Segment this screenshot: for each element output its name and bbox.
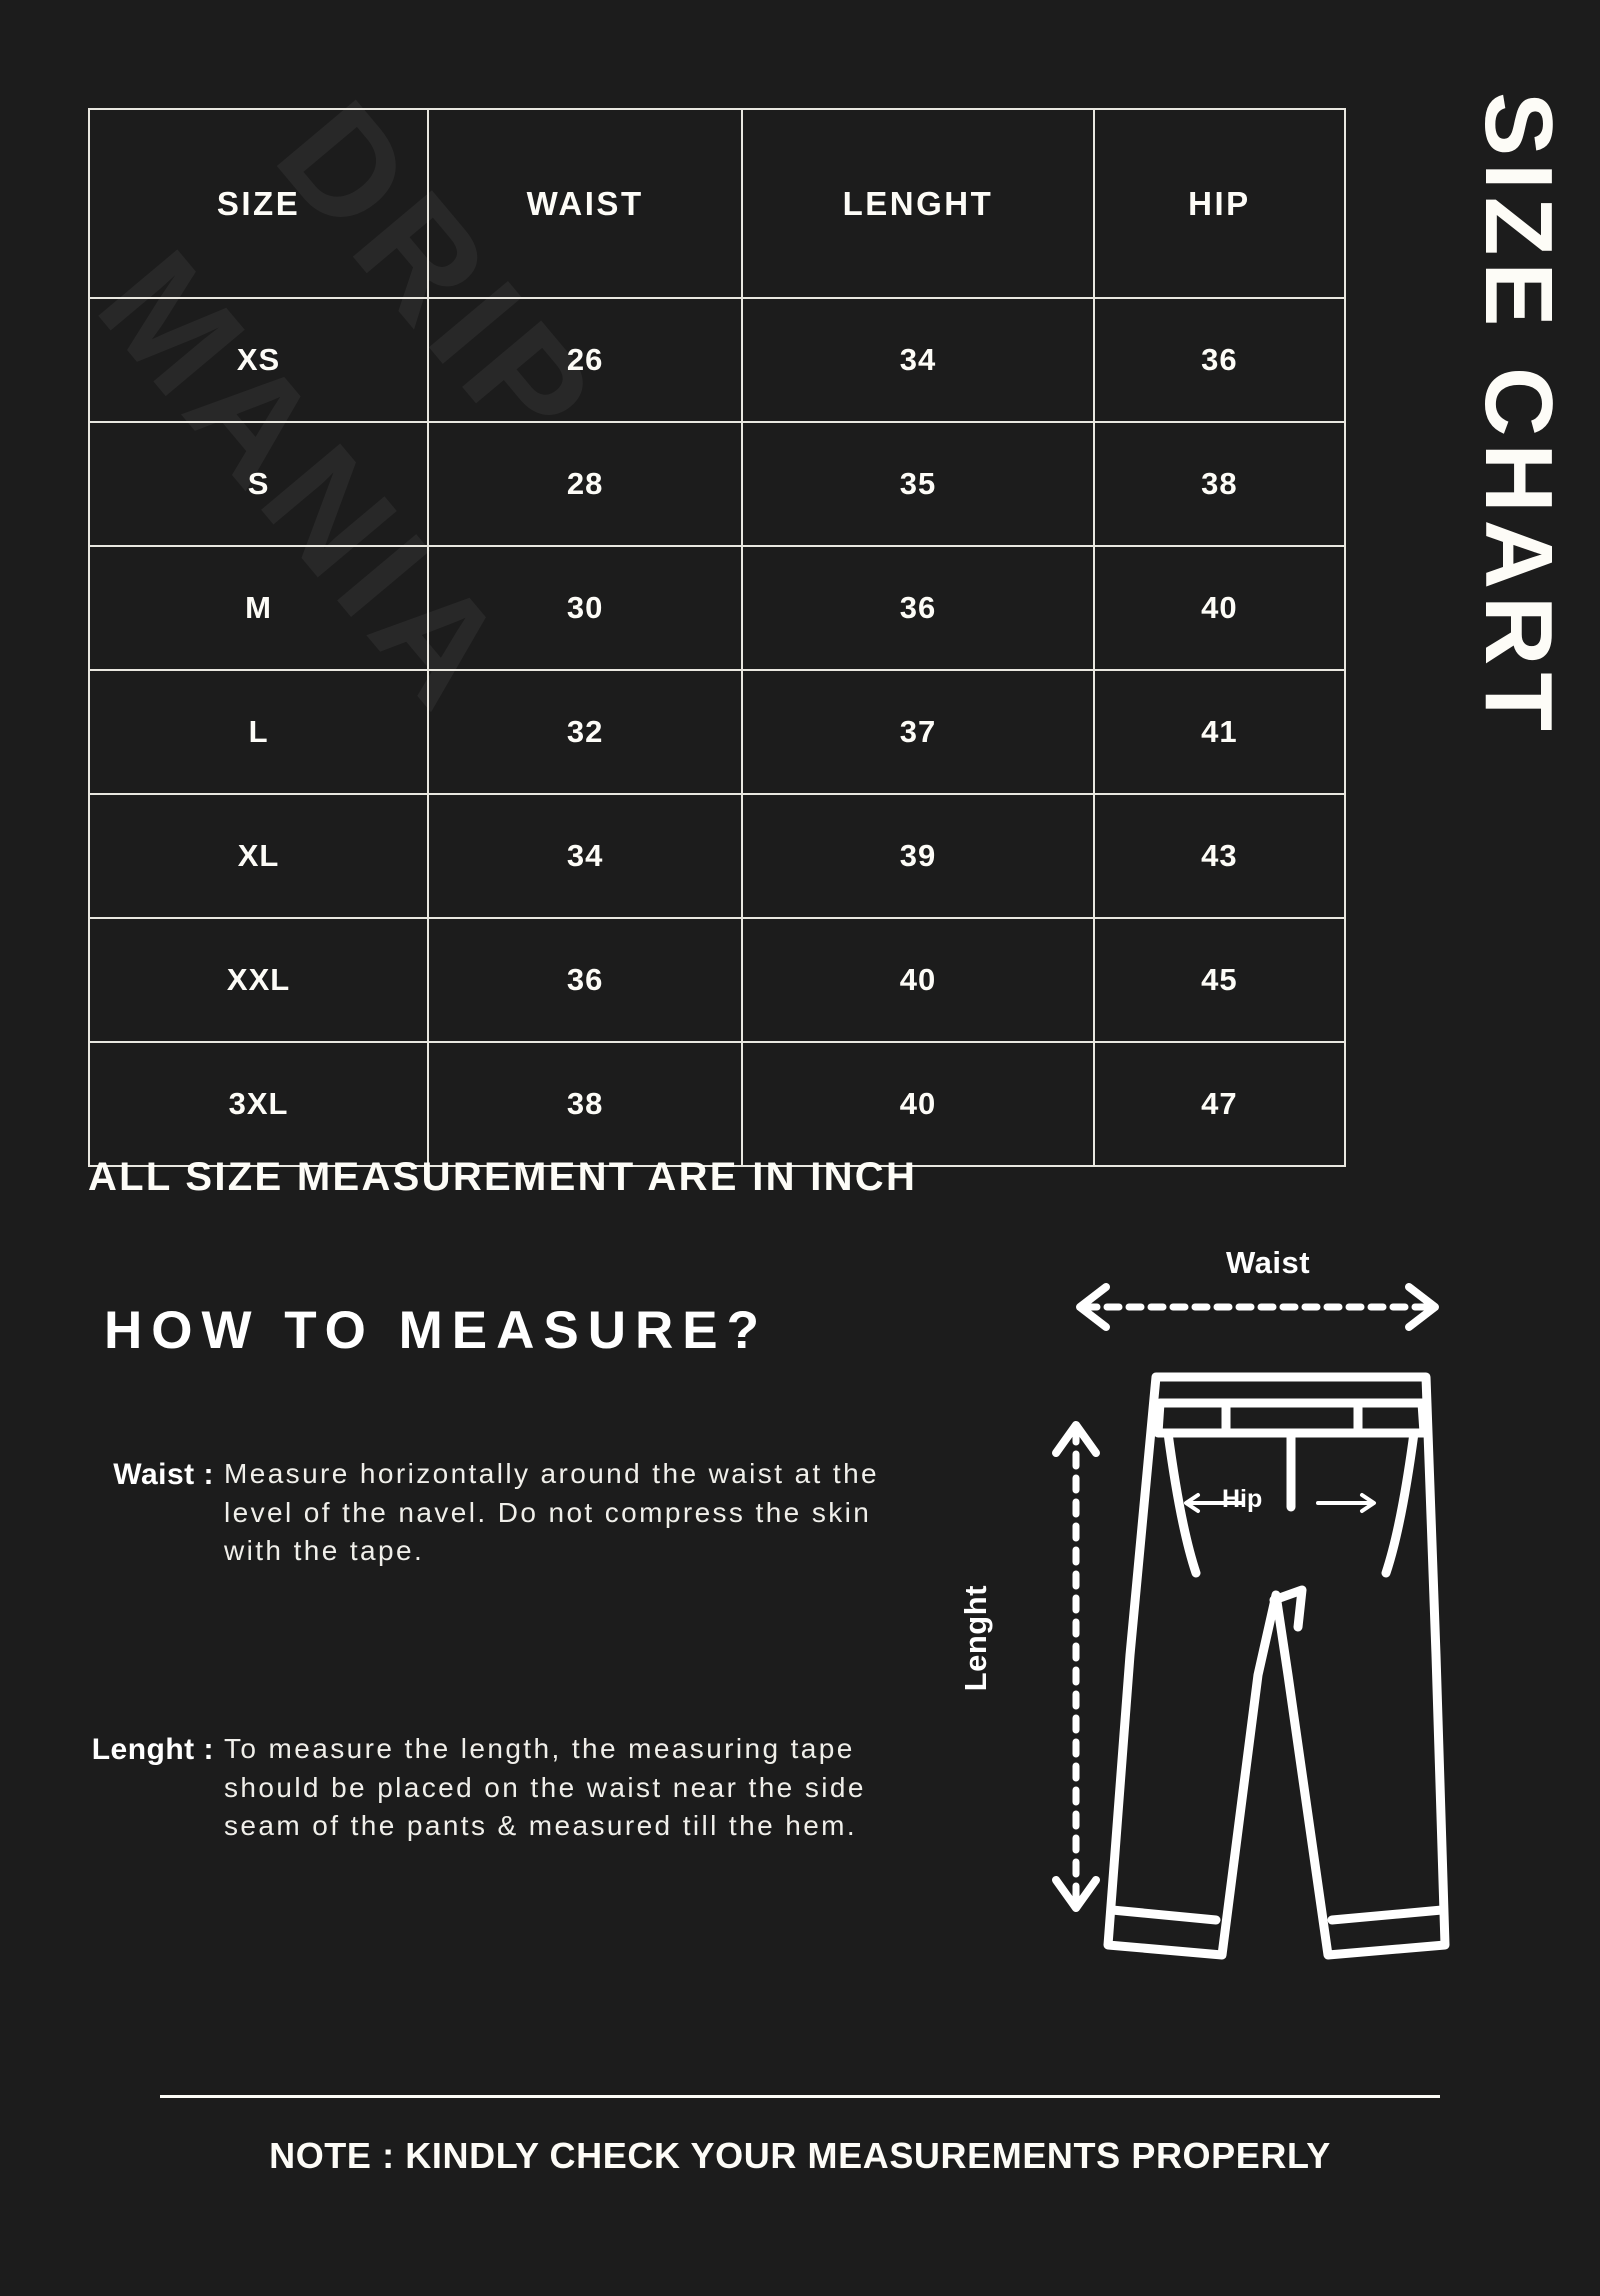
vertical-title-text: SIZE CHART <box>1465 92 1572 738</box>
cell-hip: 38 <box>1092 421 1347 547</box>
cell-length: 34 <box>741 297 1095 423</box>
instruction-waist-label: Waist : <box>113 1458 214 1491</box>
pants-diagram: Waist Hip Lenght <box>958 1245 1510 2005</box>
cell-hip: 36 <box>1092 297 1347 423</box>
instruction-length-label: Lenght : <box>91 1733 214 1766</box>
cell-size: XS <box>87 297 430 423</box>
cell-length: 39 <box>741 793 1095 919</box>
cell-length: 37 <box>741 669 1095 795</box>
cell-size: L <box>87 669 430 795</box>
table-row: XL 34 39 43 <box>87 793 1347 919</box>
cell-waist: 34 <box>427 793 744 919</box>
table-header-row: SIZE WAIST LENGHT HIP <box>87 108 1347 299</box>
table-row: M 30 36 40 <box>87 545 1347 671</box>
cell-length: 36 <box>741 545 1095 671</box>
cell-length: 40 <box>741 1041 1095 1167</box>
column-header-size: SIZE <box>87 108 430 299</box>
footer-note: NOTE : KINDLY CHECK YOUR MEASUREMENTS PR… <box>269 2135 1331 2176</box>
cell-hip: 41 <box>1092 669 1347 795</box>
pants-illustration <box>1052 1283 1450 1960</box>
cell-hip: 47 <box>1092 1041 1347 1167</box>
column-header-hip: HIP <box>1092 108 1347 299</box>
pants-outline <box>1103 1372 1450 1960</box>
table-row: XS 26 34 36 <box>87 297 1347 423</box>
cell-length: 35 <box>741 421 1095 547</box>
column-header-length: LENGHT <box>741 108 1095 299</box>
table-row: XXL 36 40 45 <box>87 917 1347 1043</box>
cell-size: 3XL <box>87 1041 430 1167</box>
diagram-hip-label: Hip <box>1222 1485 1263 1513</box>
cell-hip: 40 <box>1092 545 1347 671</box>
instruction-waist-text: Measure horizontally around the waist at… <box>224 1458 880 1567</box>
cell-waist: 28 <box>427 421 744 547</box>
cell-size: XL <box>87 793 430 919</box>
diagram-waist-label: Waist <box>1226 1245 1311 1280</box>
table-row: 3XL 38 40 47 <box>87 1041 1347 1167</box>
footer-divider <box>160 2095 1440 2098</box>
size-chart-table: SIZE WAIST LENGHT HIP XS 26 34 36 S 28 3… <box>87 108 1347 1167</box>
diagram-length-label: Lenght <box>958 1585 993 1692</box>
how-to-measure-heading: HOW TO MEASURE? <box>104 1301 769 1360</box>
cell-waist: 32 <box>427 669 744 795</box>
hip-dimension-arrow <box>1184 1493 1376 1513</box>
waist-dimension-arrow <box>1076 1283 1439 1331</box>
instruction-length-text: To measure the length, the measuring tap… <box>224 1733 866 1842</box>
cell-length: 40 <box>741 917 1095 1043</box>
cell-size: M <box>87 545 430 671</box>
cell-hip: 45 <box>1092 917 1347 1043</box>
table-row: S 28 35 38 <box>87 421 1347 547</box>
cell-hip: 43 <box>1092 793 1347 919</box>
cell-waist: 38 <box>427 1041 744 1167</box>
cell-size: S <box>87 421 430 547</box>
table-row: L 32 37 41 <box>87 669 1347 795</box>
inch-note: ALL SIZE MEASUREMENT ARE IN INCH <box>88 1155 918 1199</box>
length-dimension-arrow <box>1052 1421 1100 1912</box>
instruction-waist: Waist : Measure horizontally around the … <box>84 1455 914 1571</box>
cell-waist: 36 <box>427 917 744 1043</box>
vertical-title: SIZE CHART <box>1438 92 1598 1092</box>
cell-waist: 26 <box>427 297 744 423</box>
column-header-waist: WAIST <box>427 108 744 299</box>
cell-waist: 30 <box>427 545 744 671</box>
cell-size: XXL <box>87 917 430 1043</box>
instruction-length: Lenght : To measure the length, the meas… <box>70 1730 900 1846</box>
